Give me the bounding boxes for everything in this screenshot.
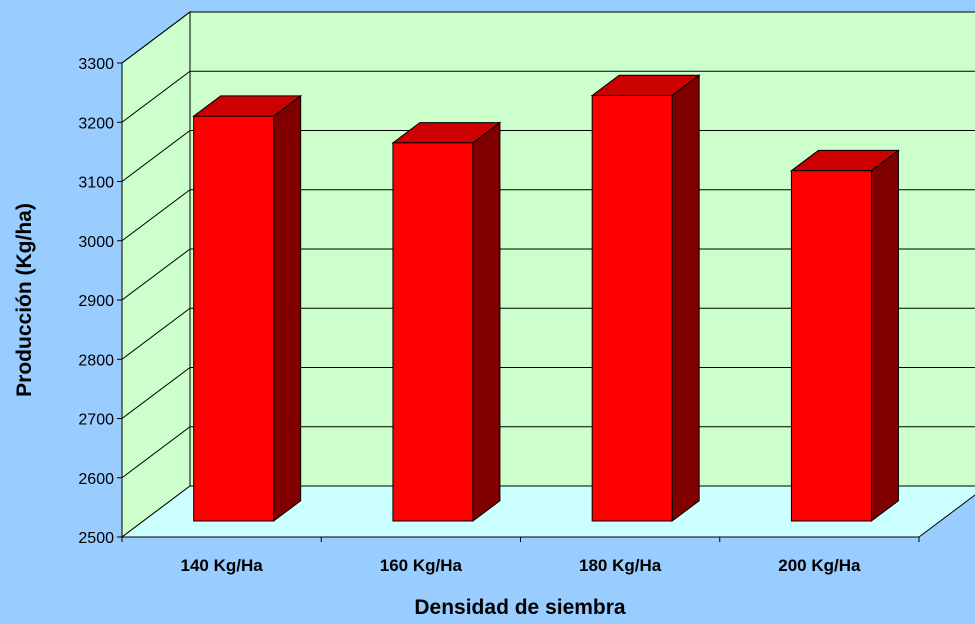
y-tick-label: 2800	[78, 352, 114, 369]
gridlines	[121, 11, 975, 479]
bar-4	[789, 149, 900, 522]
y-tick-label: 3000	[78, 234, 114, 251]
bar-front	[591, 94, 673, 522]
x-category-label: 160 Kg/Ha	[380, 556, 463, 575]
y-tick-label: 3100	[78, 175, 114, 192]
y-tick-label: 2600	[78, 471, 114, 488]
bar-side	[671, 74, 700, 522]
y-tick-label: 3300	[78, 56, 114, 73]
y-tick-labels: 2500 2600 2700 2800 2900 3000 3100 3200 3300	[78, 56, 114, 547]
gridline	[121, 426, 975, 479]
bar-front	[193, 115, 275, 522]
axes	[117, 62, 920, 542]
bar-side	[273, 94, 302, 522]
x-category-label: 180 Kg/Ha	[579, 556, 662, 575]
gridline	[121, 307, 975, 360]
bar-2	[391, 121, 502, 522]
x-category-labels: 140 Kg/Ha 160 Kg/Ha 180 Kg/Ha 200 Kg/Ha	[181, 556, 861, 575]
gridline	[121, 70, 975, 123]
bar-1	[192, 94, 303, 522]
y-tick-label: 2500	[78, 530, 114, 547]
bar-3	[590, 74, 701, 522]
bars	[192, 74, 900, 522]
gridline	[121, 11, 975, 64]
bar-front	[790, 170, 872, 522]
bar-front	[392, 142, 474, 522]
x-axis-title: Densidad de siembra	[414, 596, 626, 619]
y-tick-label: 2900	[78, 293, 114, 310]
gridline	[121, 189, 975, 242]
bar-side	[472, 121, 501, 522]
bar-side	[870, 149, 899, 522]
y-tick-label: 2700	[78, 412, 114, 429]
gridline	[121, 130, 975, 182]
y-tick-label: 3200	[78, 115, 114, 132]
x-category-label: 140 Kg/Ha	[181, 556, 264, 575]
y-axis-title: Producción (Kg/ha)	[13, 203, 36, 397]
gridline	[121, 248, 975, 301]
x-category-label: 200 Kg/Ha	[778, 556, 861, 575]
gridline	[121, 367, 975, 419]
